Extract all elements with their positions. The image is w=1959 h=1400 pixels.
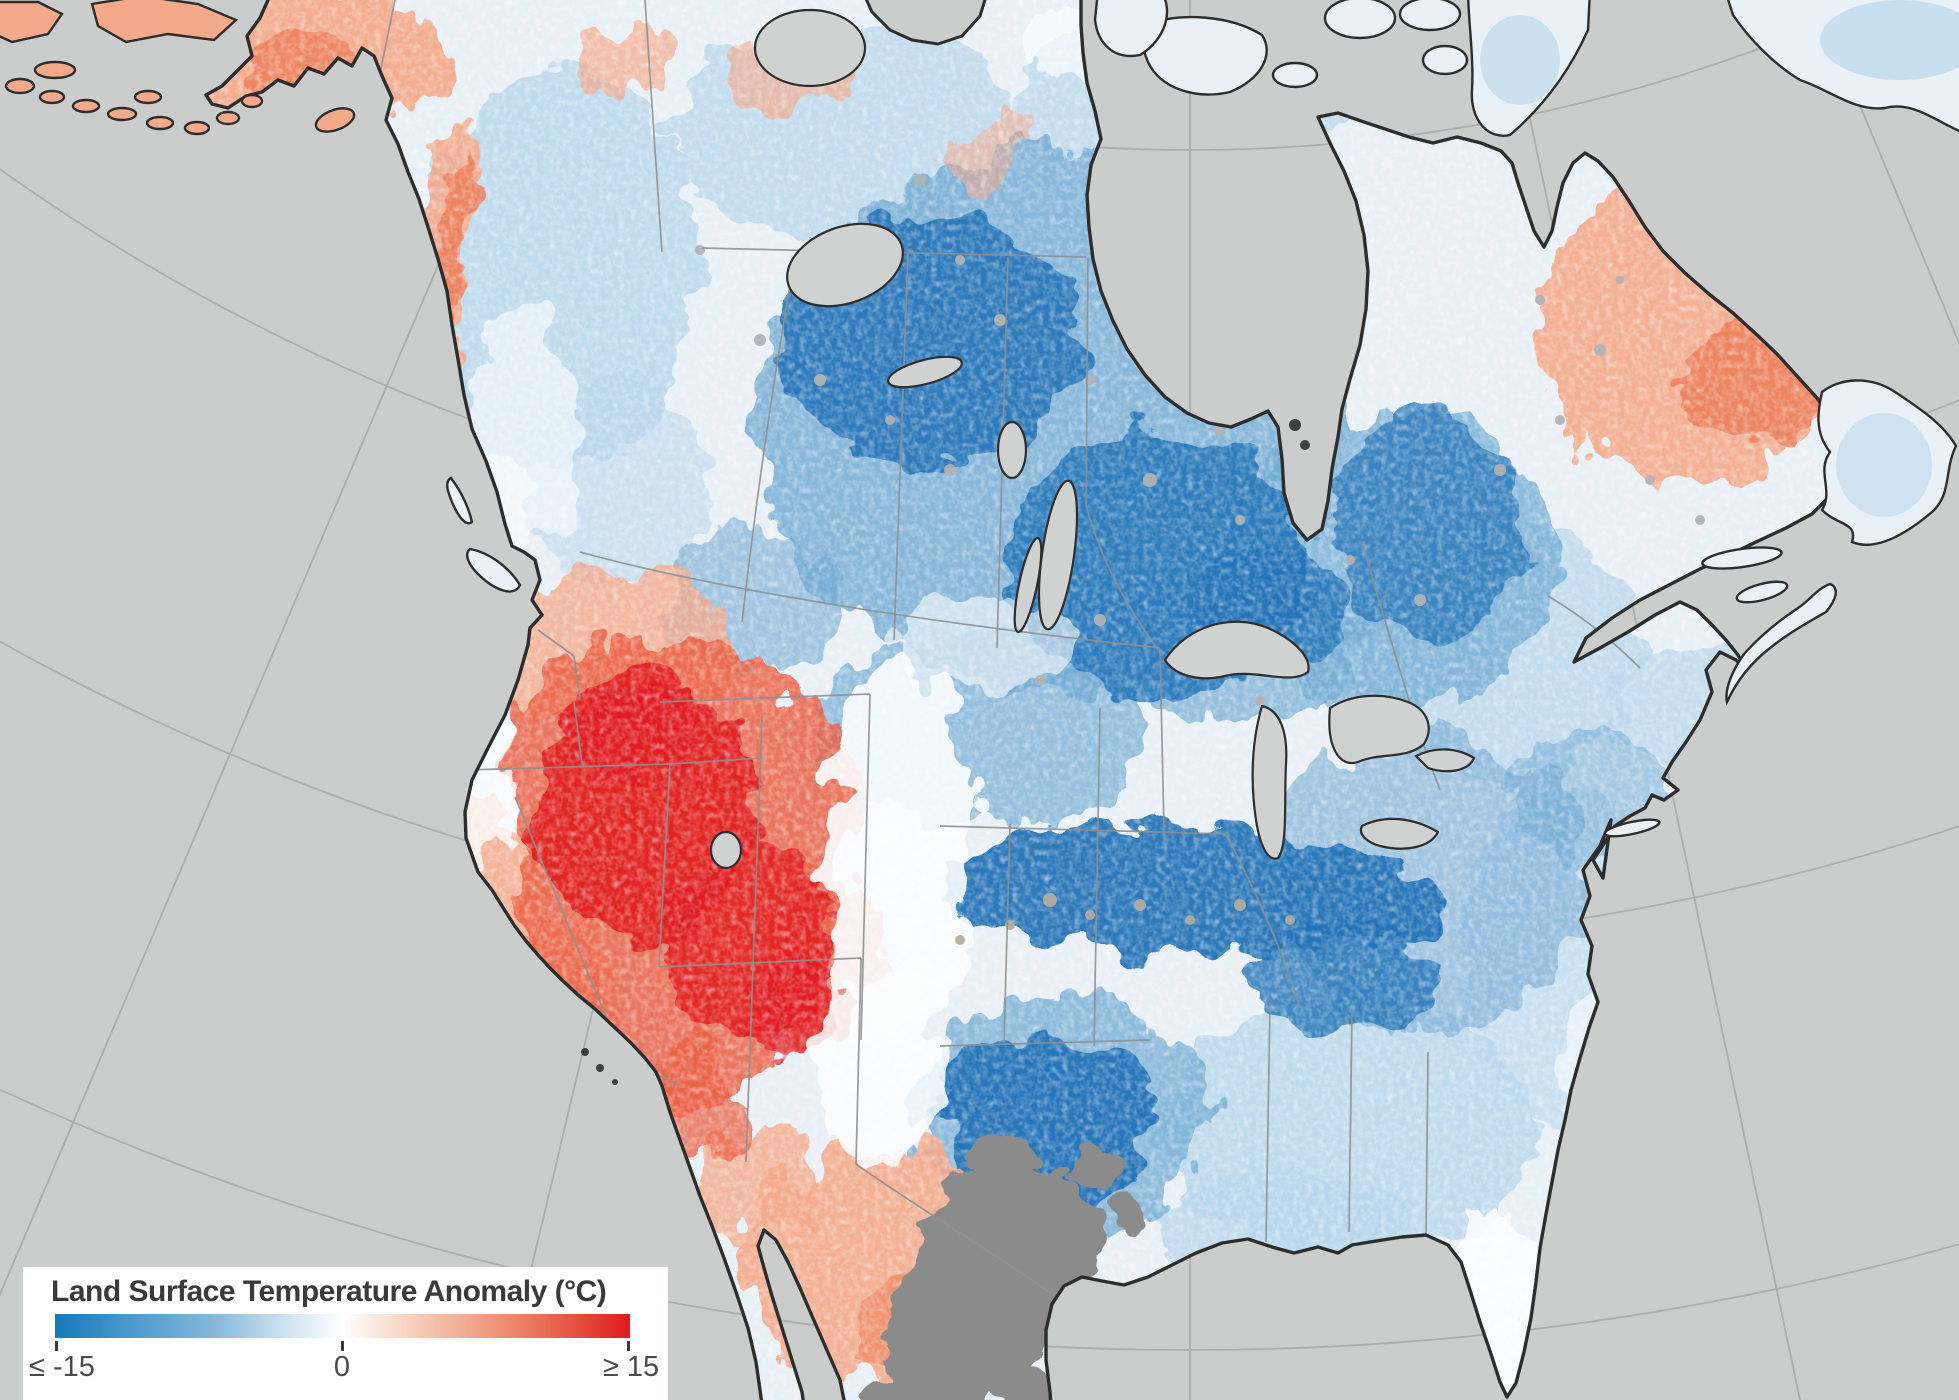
belcher-islands-2 xyxy=(1300,440,1310,450)
colorbar-gradient xyxy=(55,1314,630,1338)
chukotka-west xyxy=(0,0,64,44)
nunivak-island xyxy=(133,89,163,105)
lake-winnipegosis xyxy=(1013,536,1043,634)
lake-huron xyxy=(1328,694,1430,765)
long-island xyxy=(1603,818,1661,838)
aleutian-6 xyxy=(183,120,211,136)
legend-colorbar xyxy=(55,1314,630,1352)
baffin-tint xyxy=(1480,15,1560,105)
chukotka-east xyxy=(90,0,239,44)
legend: Land Surface Temperature Anomaly (°C) ≤ … xyxy=(23,1267,668,1400)
dark-islets xyxy=(581,419,1310,1085)
tick-min xyxy=(55,1341,58,1351)
lake-erie xyxy=(1359,817,1440,850)
tick-max xyxy=(627,1341,630,1351)
lake-superior xyxy=(1163,620,1310,680)
warm-gray-speckles xyxy=(955,893,1295,945)
aleutian-5 xyxy=(145,115,175,131)
aleutian-2 xyxy=(38,89,66,105)
legend-label-min: ≤ -15 xyxy=(29,1351,95,1383)
belcher-islands xyxy=(1289,419,1301,431)
lake-ontario xyxy=(1414,748,1476,773)
aleutian-7 xyxy=(215,110,241,126)
channel-island-1 xyxy=(581,1048,589,1056)
islands xyxy=(0,0,1959,838)
aleutian-3 xyxy=(71,98,101,114)
tick-mid xyxy=(341,1341,344,1351)
lake-athabasca xyxy=(887,355,963,389)
reindeer-lake xyxy=(996,420,1028,480)
great-bear-lake xyxy=(753,8,867,88)
newfoundland-tint xyxy=(1836,413,1932,517)
greenland-tint xyxy=(1820,0,1959,80)
legend-tick-labels: ≤ -15 0 ≥ 15 xyxy=(29,1351,659,1387)
lake-michigan xyxy=(1251,704,1288,860)
nova-scotia xyxy=(1725,582,1837,706)
channel-island-2 xyxy=(596,1064,604,1072)
great-slave-lake xyxy=(786,222,904,308)
legend-title: Land Surface Temperature Anomaly (°C) xyxy=(51,1275,607,1308)
lakes xyxy=(709,8,1476,870)
aleutian-1 xyxy=(4,77,36,95)
prince-edward-island xyxy=(1735,580,1789,604)
vancouver-island xyxy=(466,547,522,593)
arctic-island-3 xyxy=(1398,0,1462,32)
st-lawrence-island xyxy=(33,60,77,80)
kodiak-island xyxy=(314,107,356,133)
coats-island xyxy=(1271,61,1319,89)
southampton-island xyxy=(1140,15,1268,96)
baffin-islet xyxy=(1421,44,1469,76)
legend-label-max: ≥ 15 xyxy=(602,1351,660,1383)
haida-gwaii xyxy=(446,476,474,525)
channel-island-3 xyxy=(612,1079,618,1085)
aleutian-4 xyxy=(106,106,138,122)
aleutian-8 xyxy=(240,93,264,109)
great-salt-lake xyxy=(709,830,743,870)
arctic-island-2 xyxy=(1323,0,1397,40)
anticosti-island xyxy=(1701,546,1783,570)
arctic-island-1 xyxy=(1093,0,1169,58)
arctic-channel xyxy=(864,0,987,46)
legend-label-mid: 0 xyxy=(333,1351,351,1383)
colorbar-svg xyxy=(55,1314,630,1351)
